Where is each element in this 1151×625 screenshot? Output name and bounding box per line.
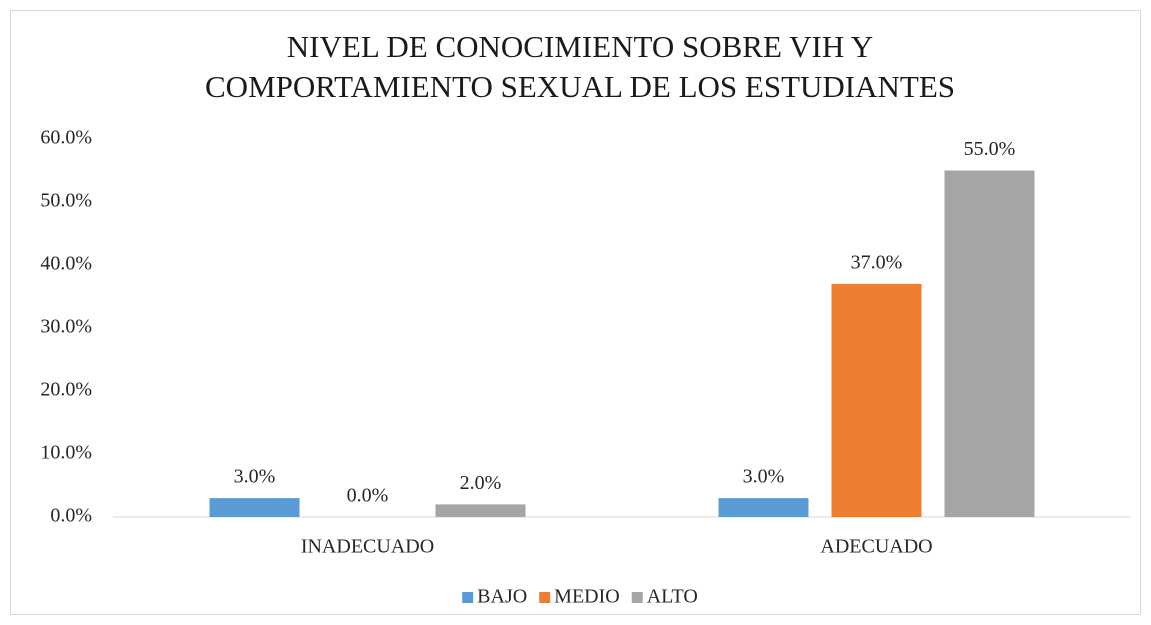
y-tick-label: 0.0% (50, 505, 92, 527)
y-tick-label: 30.0% (40, 316, 92, 338)
y-tick-label: 20.0% (40, 379, 92, 401)
bar (831, 283, 922, 517)
bar (944, 170, 1035, 517)
y-tick-label: 60.0% (40, 127, 92, 149)
chart-title: COMPORTAMIENTO SEXUAL DE LOS ESTUDIANTES (205, 69, 955, 104)
legend-swatch (631, 592, 643, 603)
x-tick-label: INADECUADO (301, 536, 434, 558)
chart-title: NIVEL DE CONOCIMIENTO SOBRE VIH Y (287, 29, 873, 64)
y-tick-label: 10.0% (40, 442, 92, 464)
legend-swatch (462, 592, 474, 603)
bar (209, 498, 300, 517)
data-label: 0.0% (347, 485, 389, 507)
data-label: 3.0% (743, 466, 785, 488)
legend-label: MEDIO (554, 586, 620, 608)
data-label: 37.0% (851, 251, 903, 273)
legend-swatch (539, 592, 551, 603)
data-label: 3.0% (234, 466, 276, 488)
legend-label: BAJO (477, 586, 527, 608)
legend-label: ALTO (647, 586, 698, 608)
bar (435, 504, 526, 517)
bar (718, 498, 809, 517)
data-label: 55.0% (964, 138, 1016, 160)
data-label: 2.0% (460, 472, 502, 494)
y-tick-label: 40.0% (40, 253, 92, 275)
x-tick-label: ADECUADO (820, 536, 932, 558)
y-tick-label: 50.0% (40, 190, 92, 212)
